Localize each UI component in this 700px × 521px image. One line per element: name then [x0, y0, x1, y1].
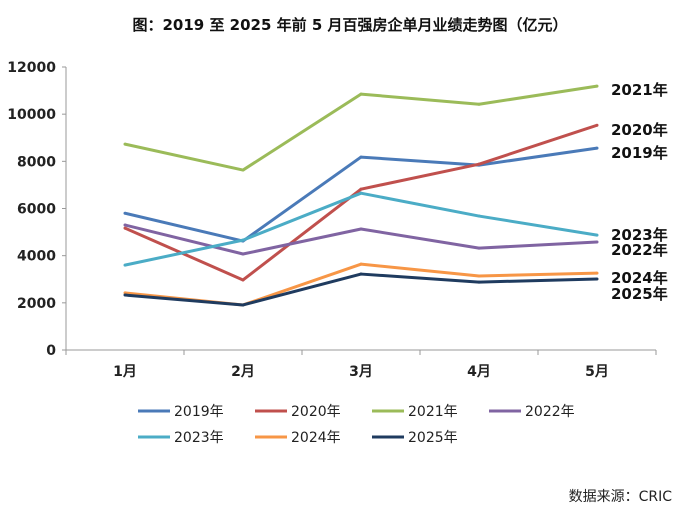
data-point [595, 277, 599, 281]
legend-label: 2019年 [174, 404, 224, 420]
legend-label: 2020年 [291, 404, 341, 420]
series-end-label: 2023年 [611, 226, 668, 244]
data-point [123, 226, 127, 230]
y-tick-label: 10000 [7, 107, 56, 123]
data-point [595, 84, 599, 88]
data-point [241, 303, 245, 307]
series-end-label: 2019年 [611, 144, 668, 162]
series-line-2024年 [124, 262, 598, 307]
data-point [123, 263, 127, 267]
data-point [595, 233, 599, 237]
data-point [359, 272, 363, 276]
data-point [595, 271, 599, 275]
data-point [359, 191, 363, 195]
data-point [123, 211, 127, 215]
series-end-label: 2021年 [611, 81, 668, 99]
series-end-label: 2024年 [611, 269, 668, 287]
chart-title: 图：2019 至 2025 年前 5 月百强房企单月业绩走势图（亿元） [132, 16, 568, 34]
data-point [477, 162, 481, 166]
series-end-label: 2020年 [611, 121, 668, 139]
data-point [359, 262, 363, 266]
data-point [241, 168, 245, 172]
legend-label: 2022年 [525, 404, 575, 420]
data-point [241, 238, 245, 242]
data-point [241, 278, 245, 282]
data-point [123, 142, 127, 146]
y-tick-label: 6000 [17, 202, 56, 218]
x-tick-label: 4月 [467, 364, 491, 380]
x-tick-label: 5月 [585, 364, 609, 380]
x-tick-label: 2月 [231, 364, 255, 380]
data-point [359, 155, 363, 159]
data-point [595, 240, 599, 244]
data-point [477, 214, 481, 218]
y-tick-label: 0 [46, 343, 56, 359]
data-point [477, 246, 481, 250]
data-point [359, 92, 363, 96]
x-tick-label: 1月 [113, 364, 137, 380]
data-point [123, 223, 127, 227]
legend-label: 2021年 [408, 404, 458, 420]
data-point [595, 123, 599, 127]
series-line-2020年 [124, 123, 598, 282]
series-line-2025年 [124, 272, 598, 307]
series-end-label: 2025年 [611, 285, 668, 303]
data-point [123, 293, 127, 297]
legend-label: 2025年 [408, 430, 458, 446]
y-tick-label: 8000 [17, 154, 56, 170]
data-point [477, 102, 481, 106]
data-source: 数据来源：CRIC [568, 489, 672, 505]
data-point [241, 252, 245, 256]
data-point [359, 187, 363, 191]
data-point [477, 280, 481, 284]
x-tick-label: 3月 [349, 364, 373, 380]
y-tick-label: 4000 [17, 249, 56, 265]
series-end-label: 2022年 [611, 241, 668, 259]
y-tick-label: 12000 [7, 60, 56, 76]
data-point [477, 274, 481, 278]
y-tick-label: 2000 [17, 296, 56, 312]
legend-label: 2024年 [291, 430, 341, 446]
legend-label: 2023年 [174, 430, 224, 446]
data-point [359, 227, 363, 231]
data-point [595, 146, 599, 150]
